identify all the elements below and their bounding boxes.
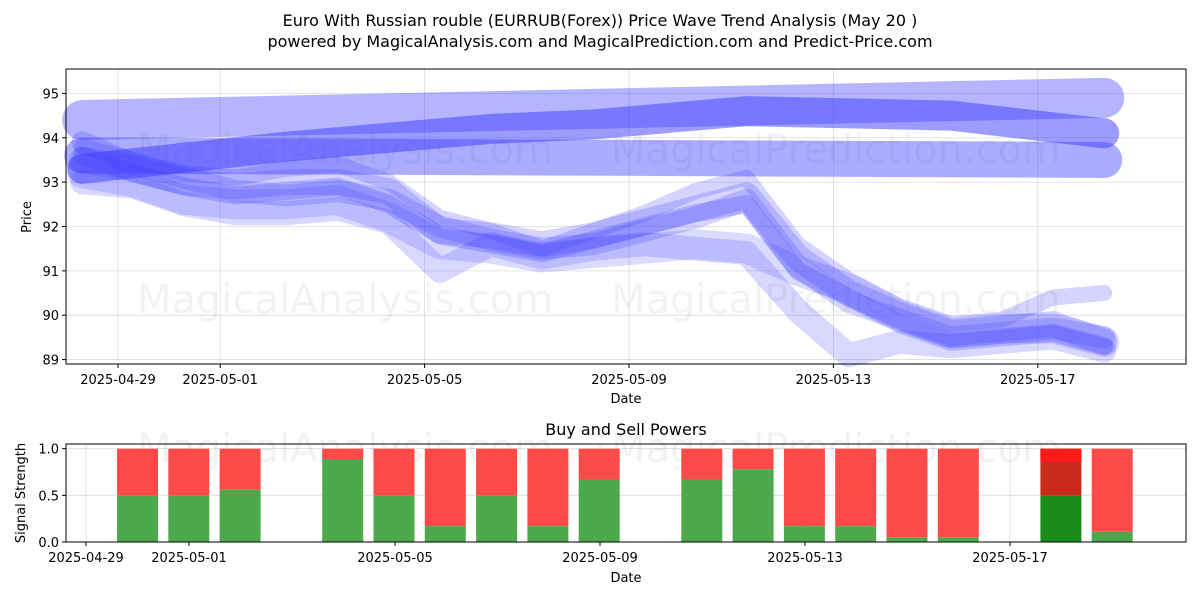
price-series-wave-3 — [73, 146, 1114, 356]
price-series-wave-5 — [74, 138, 1113, 333]
price-y-tick-label: 94 — [42, 132, 59, 147]
price-x-tick-label: 2025-05-01 — [182, 373, 258, 388]
sell-bar — [424, 448, 466, 527]
price-panel: MagicalAnalysis.com MagicalPrediction.co… — [20, 68, 1187, 407]
buy-bar — [322, 458, 364, 542]
signal-y-tick-label: 0.5 — [38, 489, 59, 504]
signal-bars — [117, 448, 1133, 542]
signal-x-tick-label: 2025-05-01 — [151, 551, 227, 566]
price-series-wave-2 — [71, 131, 1116, 349]
watermark-prediction-2: MagicalPrediction.com — [611, 277, 1061, 323]
signal-x-ticks: 2025-04-29 2025-05-01 2025-05-05 2025-05-09… — [48, 542, 1048, 566]
buy-bar — [424, 526, 466, 542]
signal-x-tick-label: 2025-05-05 — [357, 551, 433, 566]
price-y-label: Price — [20, 201, 35, 233]
sell-bar — [168, 448, 210, 496]
price-y-tick-label: 90 — [42, 309, 59, 324]
sell-bar — [322, 448, 364, 459]
sell-bar — [476, 448, 518, 496]
signal-x-tick-label: 2025-05-13 — [767, 551, 843, 566]
price-x-tick-label: 2025-05-17 — [1000, 373, 1076, 388]
sell-bar — [783, 448, 825, 527]
buy-bar — [578, 479, 620, 542]
signal-panel: Buy and Sell Powers MagicalAnalysis.com … — [14, 420, 1187, 586]
price-x-tick-label: 2025-05-05 — [387, 373, 463, 388]
signal-x-tick-label: 2025-04-29 — [48, 551, 124, 566]
price-y-tick-label: 95 — [42, 87, 59, 102]
buy-bar — [476, 495, 518, 542]
signal-y-tick-label: 1.0 — [38, 443, 59, 458]
sell-bar — [1091, 448, 1133, 532]
signal-y-ticks: 0.0 0.5 1.0 — [38, 443, 66, 551]
watermark-analysis-2: MagicalAnalysis.com — [137, 277, 553, 323]
sell-bar — [578, 448, 620, 480]
sell-bar — [681, 448, 723, 480]
signal-x-tick-label: 2025-05-09 — [562, 551, 638, 566]
price-axes-frame — [65, 68, 1187, 365]
buy-bar — [527, 526, 569, 542]
buy-bar — [373, 495, 415, 542]
price-series-trend-mid — [67, 96, 1120, 184]
buy-bar — [681, 479, 723, 542]
buy-bar — [835, 526, 877, 542]
price-y-tick-label: 89 — [42, 354, 59, 369]
sell-bar — [886, 448, 928, 538]
buy-bar — [219, 489, 261, 542]
buy-bar — [117, 495, 158, 542]
price-series-wave-4 — [67, 158, 1120, 357]
sell-bar — [117, 448, 158, 496]
sell-bar — [937, 448, 979, 538]
buy-bar — [732, 469, 774, 542]
price-y-ticks: 89 90 91 92 93 94 95 — [42, 87, 66, 369]
signal-x-label: Date — [610, 571, 641, 586]
sell-bar — [219, 448, 261, 490]
buy-bar — [937, 537, 979, 542]
price-series-wave-1 — [69, 146, 1118, 355]
sell-bar — [373, 448, 415, 496]
signal-y-label: Signal Strength — [14, 443, 29, 543]
signal-axes-frame — [65, 443, 1187, 543]
buy-bar — [886, 537, 928, 542]
sell-bar — [527, 448, 569, 527]
signal-x-tick-label: 2025-05-17 — [972, 551, 1048, 566]
signal-title: Buy and Sell Powers — [545, 420, 707, 439]
chart-subtitle: powered by MagicalAnalysis.com and Magic… — [267, 32, 932, 51]
price-x-label: Date — [610, 392, 641, 407]
signal-y-tick-label: 0.0 — [38, 536, 59, 551]
buy-bar — [1040, 495, 1082, 542]
price-series-wave-6 — [70, 170, 1117, 368]
price-y-tick-label: 92 — [42, 220, 59, 235]
buy-bar — [1091, 531, 1133, 542]
price-y-tick-label: 93 — [42, 176, 59, 191]
price-y-tick-label: 91 — [42, 265, 59, 280]
price-x-tick-label: 2025-05-13 — [796, 373, 872, 388]
sell-bar-highlight — [1040, 448, 1082, 462]
sell-bar — [732, 448, 774, 470]
buy-bar — [168, 495, 210, 542]
price-x-tick-label: 2025-04-29 — [80, 373, 156, 388]
buy-bar — [783, 526, 825, 542]
price-x-ticks: 2025-04-29 2025-05-01 2025-05-05 2025-05-09… — [80, 364, 1076, 388]
chart-title: Euro With Russian rouble (EURRUB(Forex))… — [283, 11, 918, 30]
price-waves — [62, 77, 1125, 368]
price-x-tick-label: 2025-05-09 — [591, 373, 667, 388]
sell-bar — [835, 448, 877, 527]
